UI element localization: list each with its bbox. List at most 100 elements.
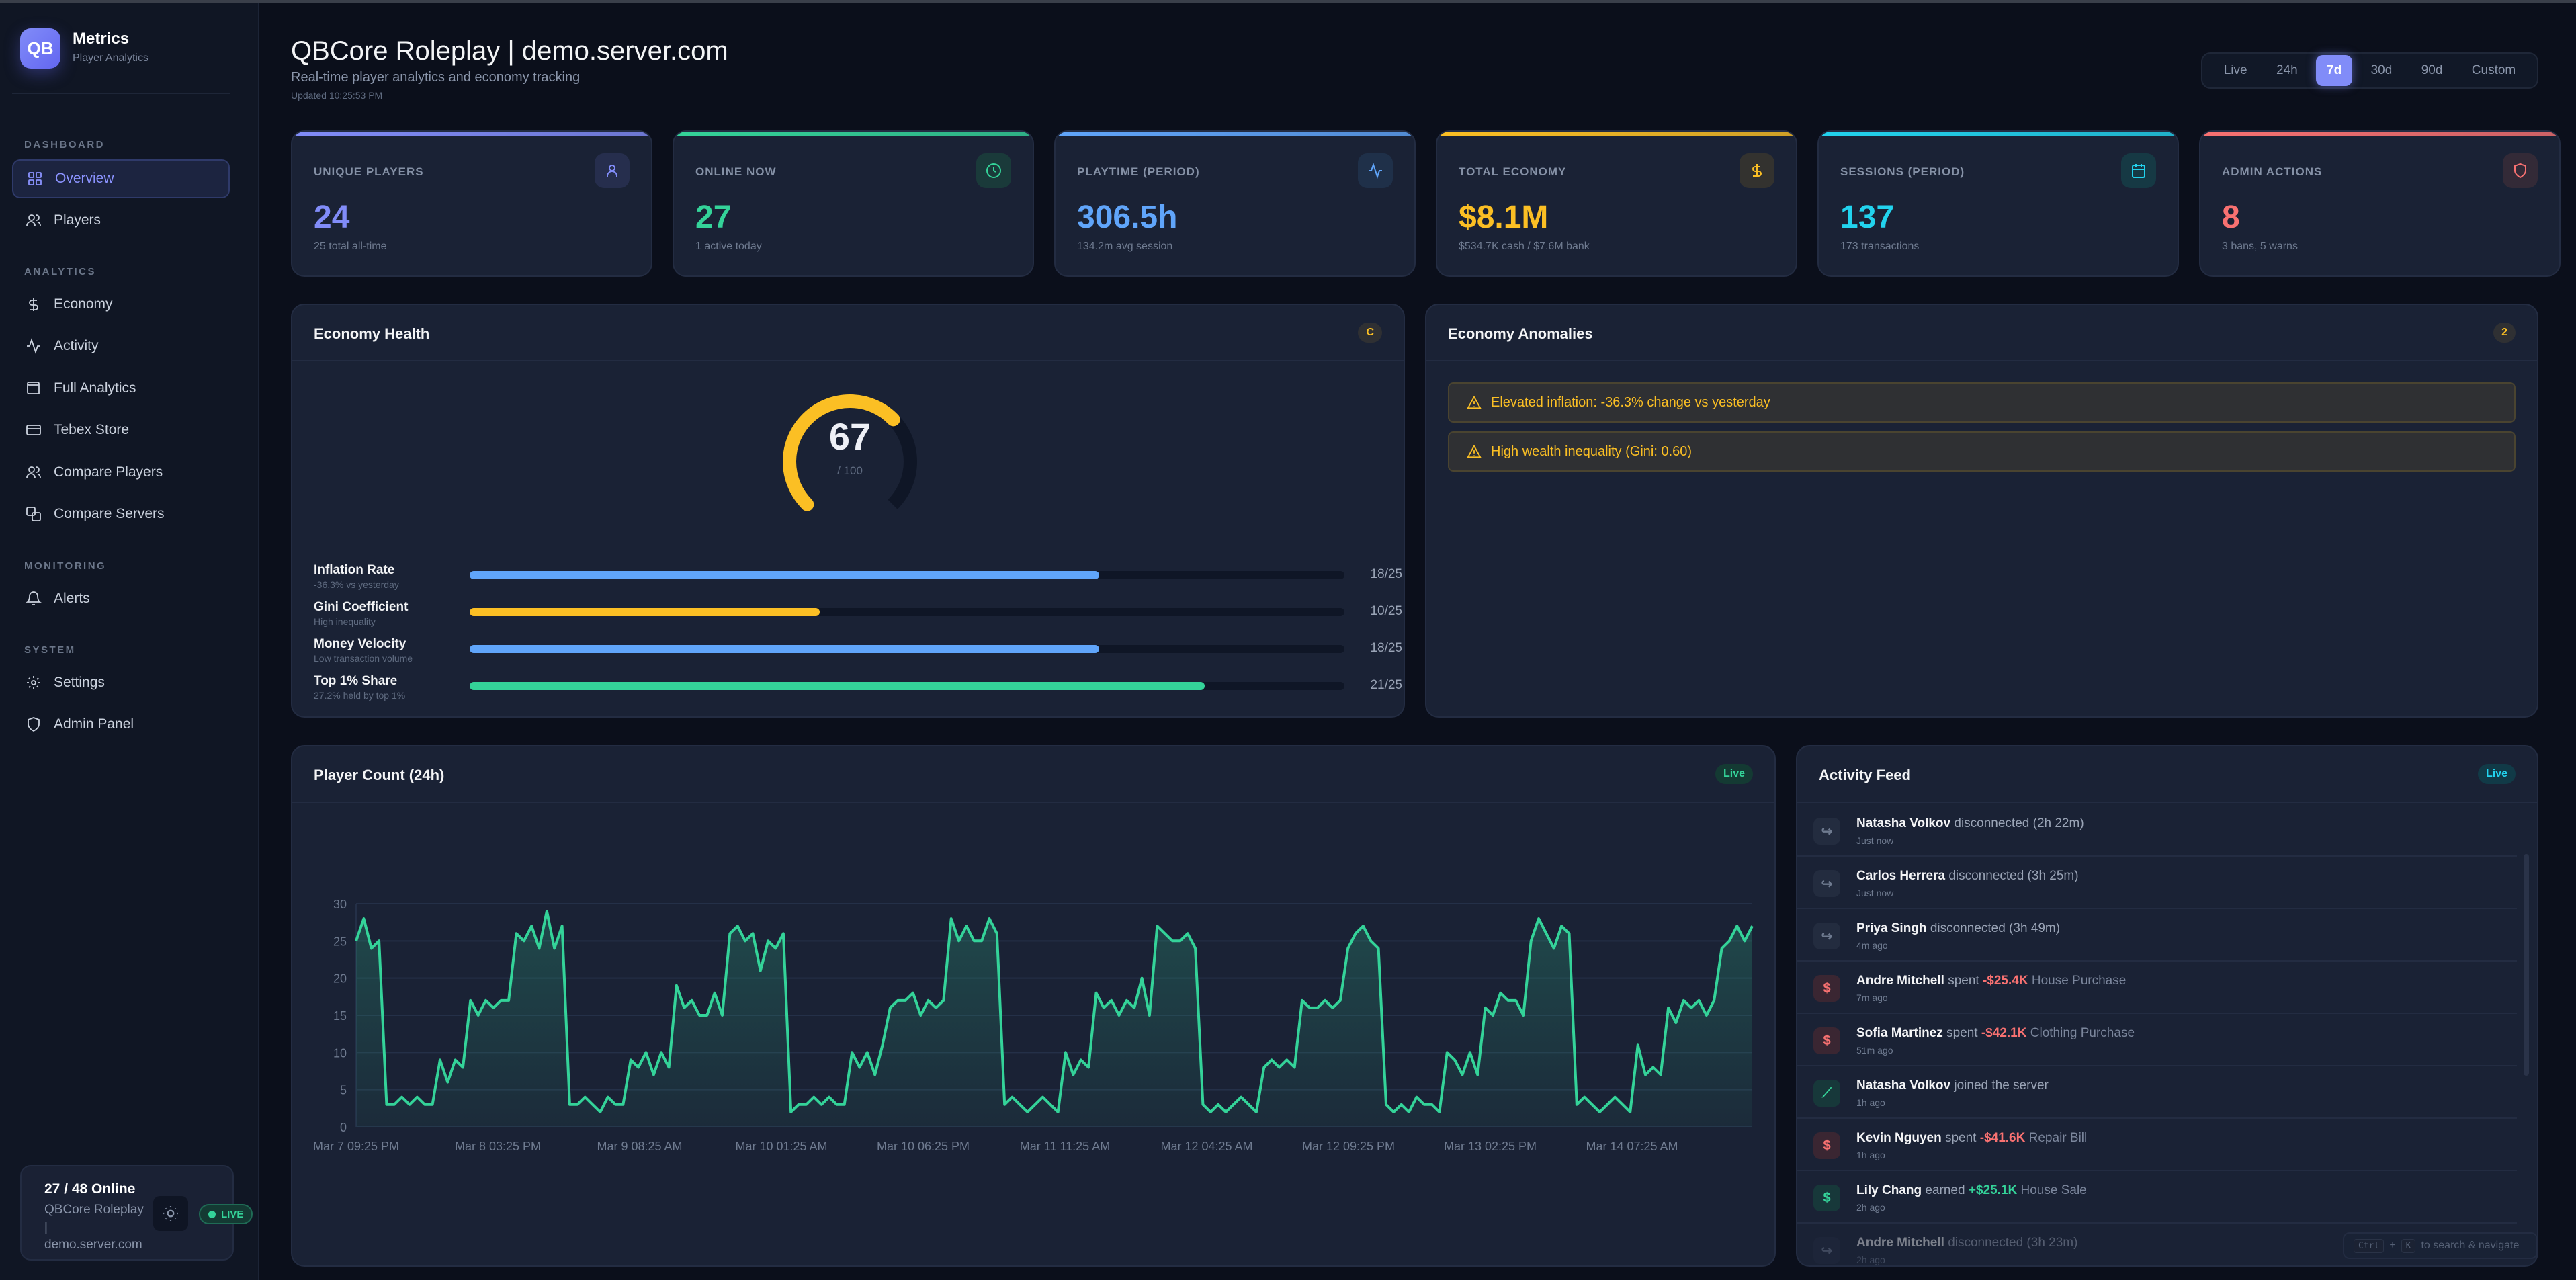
- sidebar-item-label: Players: [54, 212, 101, 228]
- health-gauge: [783, 394, 917, 511]
- sidebar-item-compare-players[interactable]: Compare Players: [12, 453, 230, 492]
- activity-item[interactable]: $ Lily Chang earned +$25.1K House Sale 2…: [1797, 1171, 2517, 1224]
- activity-detail: Repair Bill: [2028, 1131, 2088, 1145]
- kbd-ctrl: Ctrl: [2354, 1238, 2385, 1253]
- stat-card-sessions-period: SESSIONS (PERIOD) 137 173 transactions: [1817, 130, 2179, 277]
- range-24h-button[interactable]: 24h: [2276, 63, 2298, 77]
- sidebar-item-economy[interactable]: Economy: [12, 285, 230, 324]
- metric-desc: -36.3% vs yesterday: [314, 579, 399, 590]
- x-tick-label: Mar 10 01:25 AM: [735, 1140, 827, 1153]
- sidebar-item-label: Compare Servers: [54, 506, 165, 521]
- updated-timestamp: Updated 10:25:53 PM: [291, 90, 383, 101]
- dollar-icon: $: [1813, 1027, 1840, 1054]
- stat-subtext: $534.7K cash / $7.6M bank: [1459, 241, 1590, 252]
- activity-text: Andre Mitchell disconnected (3h 23m): [1856, 1236, 2077, 1250]
- shield-icon: [2514, 163, 2526, 179]
- online-count: 27 / 48 Online: [44, 1181, 136, 1197]
- activity-item[interactable]: $ Sofia Martinez spent -$42.1K Clothing …: [1797, 1014, 2517, 1066]
- accent-bar: [1819, 132, 2178, 136]
- activity-action: joined the server: [1954, 1078, 2049, 1093]
- stat-card-online-now: ONLINE NOW 27 1 active today: [673, 130, 1034, 277]
- stat-label: ONLINE NOW: [695, 165, 777, 178]
- sidebar-item-label: Full Analytics: [54, 380, 136, 396]
- player-name: Lily Chang: [1856, 1183, 1922, 1197]
- activity-item[interactable]: ↪ Priya Singh disconnected (3h 49m) 4m a…: [1797, 909, 2517, 962]
- metric-score: 21/25: [1370, 678, 1402, 692]
- activity-item[interactable]: $ Kevin Nguyen spent -$41.6K Repair Bill…: [1797, 1119, 2517, 1171]
- grid-icon: [28, 172, 42, 185]
- sidebar-item-alerts[interactable]: Alerts: [12, 579, 230, 618]
- sidebar-item-settings[interactable]: Settings: [12, 663, 230, 702]
- sidebar-item-full-analytics[interactable]: Full Analytics: [12, 369, 230, 408]
- feed-scrollbar[interactable]: [2524, 854, 2529, 1076]
- metric-progress-track: [470, 608, 1344, 616]
- player-name: Andre Mitchell: [1856, 1236, 1944, 1250]
- stat-value: 306.5h: [1077, 200, 1178, 235]
- activity-time: 2h ago: [1856, 1254, 1885, 1265]
- health-metric-row: Inflation Rate -36.3% vs yesterday 18/25: [314, 563, 1402, 599]
- player-count-card: Player Count (24h) Live 0 5 10 15 20 25 30 Mar …: [291, 745, 1776, 1267]
- live-badge: Live: [2477, 764, 2516, 784]
- metric-progress-track: [470, 571, 1344, 579]
- x-tick-label: Mar 10 06:25 PM: [877, 1140, 970, 1153]
- stat-icon-box: [595, 153, 630, 188]
- sidebar-item-tebex-store[interactable]: Tebex Store: [12, 411, 230, 450]
- sidebar-item-players[interactable]: Players: [12, 201, 230, 240]
- theme-toggle-button[interactable]: [153, 1196, 188, 1231]
- x-tick-label: Mar 13 02:25 PM: [1444, 1140, 1537, 1153]
- metric-name: Inflation Rate: [314, 563, 395, 577]
- stat-card-unique-players: UNIQUE PLAYERS 24 25 total all-time: [291, 130, 652, 277]
- activity-item[interactable]: ⟋ Natasha Volkov joined the server 1h ag…: [1797, 1066, 2517, 1119]
- grade-badge: C: [1358, 323, 1382, 343]
- kbd-plus: +: [2389, 1240, 2396, 1251]
- divider: [12, 93, 230, 94]
- section-label: MONITORING: [24, 560, 107, 572]
- sidebar-item-admin-panel[interactable]: Admin Panel: [12, 705, 230, 744]
- stat-icon-box: [976, 153, 1011, 188]
- sidebar-item-label: Compare Players: [54, 464, 163, 480]
- server-name-sep: |: [44, 1220, 48, 1234]
- shortcut-hint-text: to search & navigate: [2421, 1240, 2520, 1251]
- stat-label: PLAYTIME (PERIOD): [1077, 165, 1200, 178]
- player-name: Kevin Nguyen: [1856, 1131, 1942, 1145]
- activity-feed-list[interactable]: ↪ Natasha Volkov disconnected (2h 22m) J…: [1797, 804, 2537, 1265]
- server-status-card: 27 / 48 Online QBCore Roleplay | demo.se…: [20, 1165, 234, 1261]
- stat-value: 8: [2222, 200, 2240, 235]
- logout-icon: ↪: [1813, 870, 1840, 897]
- dollar-icon: [29, 298, 38, 311]
- activity-action: spent: [1948, 974, 1979, 988]
- activity-item[interactable]: ↪ Carlos Herrera disconnected (3h 25m) J…: [1797, 857, 2517, 909]
- sidebar-item-label: Tebex Store: [54, 422, 130, 437]
- card-title: Player Count (24h): [314, 767, 445, 783]
- range-7d-button[interactable]: 7d: [2316, 55, 2353, 86]
- anomaly-count-badge: 2: [2493, 323, 2516, 343]
- x-tick-label: Mar 11 11:25 AM: [1020, 1140, 1110, 1153]
- activity-item[interactable]: $ Andre Mitchell spent -$25.4K House Pur…: [1797, 962, 2517, 1014]
- sidebar-item-label: Alerts: [54, 591, 90, 606]
- health-metric-row: Top 1% Share 27.2% held by top 1% 21/25: [314, 674, 1402, 710]
- activity-item[interactable]: ↪ Andre Mitchell disconnected (3h 23m) 2…: [1797, 1224, 2517, 1265]
- activity-time: 1h ago: [1856, 1150, 1885, 1160]
- bell-icon: [26, 591, 42, 605]
- activity-time: 4m ago: [1856, 940, 1888, 951]
- sidebar-item-compare-servers[interactable]: Compare Servers: [12, 495, 230, 534]
- sidebar: QB Metrics Player Analytics DASHBOARD Ove…: [0, 3, 259, 1280]
- range-custom-button[interactable]: Custom: [2471, 63, 2516, 77]
- live-status-badge: LIVE: [199, 1204, 253, 1224]
- range-live-button[interactable]: Live: [2223, 63, 2247, 77]
- health-metric-row: Money Velocity Low transaction volume 18…: [314, 637, 1402, 673]
- dollar-icon: $: [1813, 1132, 1840, 1159]
- card-header: Economy Health C: [292, 305, 1404, 361]
- range-90d-button[interactable]: 90d: [2421, 63, 2443, 77]
- health-score-max: / 100: [837, 464, 863, 477]
- sidebar-item-overview[interactable]: Overview: [12, 159, 230, 198]
- y-tick-label: 25: [333, 935, 347, 948]
- range-30d-button[interactable]: 30d: [2370, 63, 2393, 77]
- activity-item[interactable]: ↪ Natasha Volkov disconnected (2h 22m) J…: [1797, 804, 2517, 857]
- activity-text: Andre Mitchell spent -$25.4K House Purch…: [1856, 974, 2126, 988]
- sidebar-item-activity[interactable]: Activity: [12, 327, 230, 366]
- clock-icon: [986, 163, 1001, 178]
- player-name: Carlos Herrera: [1856, 869, 1946, 883]
- y-tick-label: 10: [333, 1046, 347, 1060]
- stat-label: UNIQUE PLAYERS: [314, 165, 424, 178]
